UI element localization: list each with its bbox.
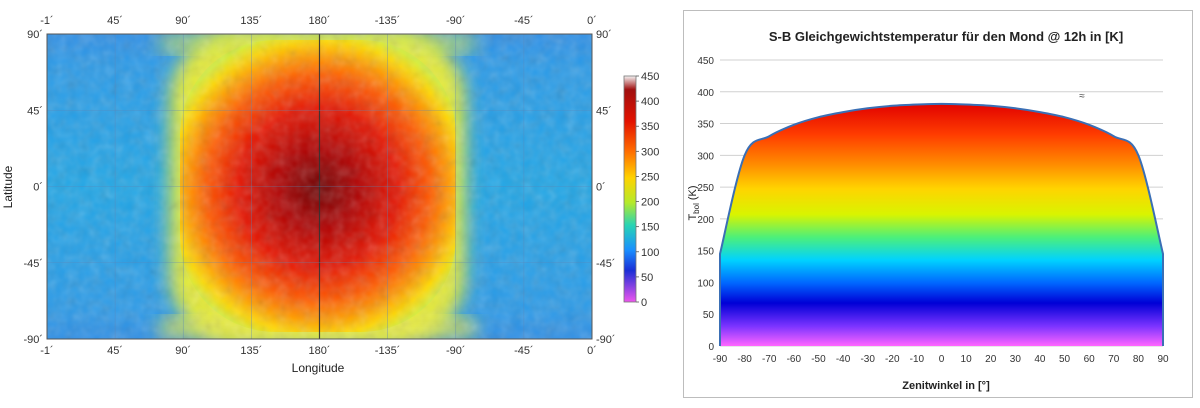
map-x-tick-top: 180´ [308, 15, 330, 27]
profile-y-label-main: T [687, 214, 699, 221]
map-x-tick-top: -135´ [375, 15, 401, 27]
map-x-tick-bottom: -90´ [446, 345, 466, 357]
map-y-tick-right: 90´ [596, 29, 612, 41]
colorbar-tick-label: 200 [641, 197, 659, 209]
map-x-tick-top: 45´ [107, 15, 123, 27]
profile-y-tick: 400 [697, 88, 714, 99]
map-x-tick-bottom: -135´ [375, 345, 401, 357]
map-x-ticks: -1´ -1´ 45´ 45´ 90´ 90´ 135´ 135´ 180´ 180´ -135´ -… [40, 15, 597, 357]
profile-x-tick: -50 [811, 354, 826, 365]
profile-y-tick: 50 [703, 310, 715, 321]
profile-y-tick: 350 [697, 120, 714, 131]
profile-x-tick: -40 [836, 354, 851, 365]
map-x-tick-top: -90´ [446, 15, 466, 27]
temperature-map-svg: -1´ -1´ 45´ 45´ 90´ 90´ 135´ 135´ 180´ 180´ -135´ -… [1, 15, 659, 375]
map-x-tick-bottom: 45´ [107, 345, 123, 357]
map-y-tick-left: 45´ [27, 105, 43, 117]
colorbar-tick-label: 250 [641, 171, 659, 183]
temperature-curve [719, 102, 1164, 346]
map-x-tick-bottom: 0´ [587, 345, 597, 357]
profile-x-axis-label: Zenitwinkel in [°] [902, 380, 990, 392]
profile-title: S-B Gleichgewichtstemperatur für den Mon… [769, 29, 1123, 44]
colorbar-tick-label: 50 [641, 272, 653, 284]
map-y-tick-left: -45´ [23, 258, 43, 270]
profile-x-tick: 30 [1010, 354, 1022, 365]
map-y-tick-left: 0´ [33, 182, 43, 194]
map-x-tick-bottom: 90´ [175, 345, 191, 357]
colorbar-tick-label: 100 [641, 247, 659, 259]
map-x-tick-top: 90´ [175, 15, 191, 27]
profile-y-tick: 450 [697, 56, 714, 67]
map-x-tick-top: -1´ [40, 15, 53, 27]
colorbar-tick-label: 0 [641, 297, 647, 309]
map-y-tick-right: -90´ [596, 334, 616, 346]
colorbar-tick-label: 150 [641, 222, 659, 234]
temperature-profile-panel: S-B Gleichgewichtstemperatur für den Mon… [683, 10, 1193, 398]
profile-x-tick: -10 [910, 354, 925, 365]
map-y-ticks: 90´ 90´ 45´ 45´ 0´ 0´ -45´ -45´ -90´ -90´ [23, 29, 615, 346]
profile-x-tick: 50 [1059, 354, 1071, 365]
profile-y-label-unit: (K) [687, 185, 699, 200]
colorbar-tick-label: 400 [641, 96, 659, 108]
map-y-axis-label: Latitude [1, 165, 15, 208]
map-x-tick-top: 135´ [240, 15, 262, 27]
profile-x-tick: 60 [1084, 354, 1096, 365]
profile-x-tick: 80 [1133, 354, 1145, 365]
profile-y-tick: 200 [697, 215, 714, 226]
map-y-tick-right: 45´ [596, 105, 612, 117]
map-x-tick-bottom: -45´ [514, 345, 534, 357]
map-y-tick-right: 0´ [596, 182, 606, 194]
profile-y-tick: 100 [697, 278, 714, 289]
profile-x-tick: -20 [885, 354, 900, 365]
profile-x-tick: 90 [1157, 354, 1169, 365]
map-y-tick-left: 90´ [27, 29, 43, 41]
map-x-tick-top: 0´ [587, 15, 597, 27]
map-x-tick-bottom: 180´ [308, 345, 330, 357]
profile-y-ticks: 0 50 100 150 200 250 300 350 400 450 [697, 56, 714, 353]
profile-x-tick: 40 [1034, 354, 1046, 365]
profile-x-tick: 10 [961, 354, 973, 365]
temperature-profile-svg: S-B Gleichgewichtstemperatur für den Mon… [687, 29, 1169, 392]
profile-y-label-sub: bol [692, 203, 701, 214]
temperature-map-panel: -1´ -1´ 45´ 45´ 90´ 90´ 135´ 135´ 180´ 180´ -135´ -… [1, 15, 659, 375]
temperature-area [720, 103, 1163, 346]
profile-x-tick: -70 [762, 354, 777, 365]
profile-y-tick: 250 [697, 183, 714, 194]
map-x-tick-top: -45´ [514, 15, 534, 27]
map-x-tick-bottom: 135´ [240, 345, 262, 357]
map-x-tick-bottom: -1´ [40, 345, 53, 357]
profile-x-tick: 0 [939, 354, 945, 365]
profile-x-tick: 70 [1108, 354, 1120, 365]
profile-x-tick: -30 [860, 354, 875, 365]
profile-x-tick: -90 [713, 354, 728, 365]
colorbar [623, 75, 637, 303]
profile-y-tick: 150 [697, 247, 714, 258]
profile-x-tick: 20 [985, 354, 997, 365]
map-grid [47, 34, 592, 339]
colorbar-tick-label: 450 [641, 71, 659, 83]
profile-x-ticks: -90 -80 -70 -60 -50 -40 -30 -20 -10 0 10 20 30 40 50 60… [713, 354, 1169, 365]
profile-y-tick: 0 [708, 342, 714, 353]
colorbar-tick-label: 300 [641, 146, 659, 158]
colorbar-tick-label: 350 [641, 121, 659, 133]
map-x-axis-label: Longitude [292, 361, 345, 375]
profile-y-axis-label: Tbol (K) [687, 185, 701, 220]
colorbar-ticks: 450 400 350 300 250 200 150 100 50 0 [636, 71, 659, 309]
map-y-tick-left: -90´ [23, 334, 43, 346]
profile-x-tick: -80 [737, 354, 752, 365]
map-y-tick-right: -45´ [596, 258, 616, 270]
profile-x-tick: -60 [787, 354, 802, 365]
profile-y-tick: 300 [697, 151, 714, 162]
profile-annotation: ≈ [1079, 91, 1085, 102]
